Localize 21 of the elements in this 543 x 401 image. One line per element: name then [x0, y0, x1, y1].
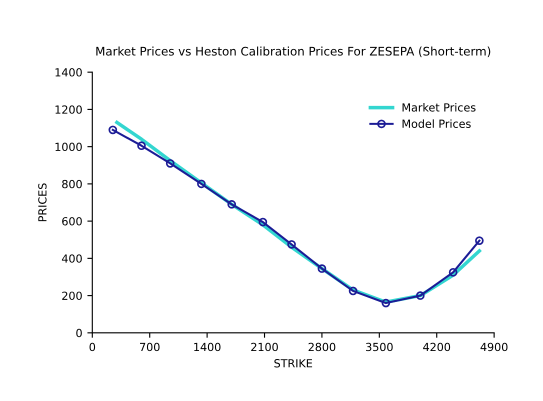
legend-label: Market Prices — [402, 103, 476, 112]
x-axis-title: STRIKE — [274, 359, 312, 368]
y-tick-label: 600 — [62, 217, 82, 226]
legend-label: Model Prices — [402, 119, 471, 128]
x-tick-label: 4200 — [423, 342, 450, 352]
x-tick-label: 3500 — [366, 342, 393, 352]
y-tick-label: 1000 — [56, 142, 82, 152]
chart-title: Market Prices vs Heston Calibration Prices For ZESEPA (Short-term) — [96, 46, 490, 58]
x-tick-label: 2800 — [308, 342, 336, 352]
x-tick-label: 1400 — [194, 342, 221, 352]
x-tick-label: 4900 — [480, 342, 508, 352]
y-tick-label: 1200 — [56, 105, 82, 114]
y-tick-label: 800 — [62, 180, 82, 188]
y-tick-label: 0 — [76, 328, 82, 338]
y-tick-label: 200 — [62, 292, 82, 300]
x-tick-label: 0 — [90, 342, 96, 352]
x-tick-label: 700 — [140, 342, 160, 352]
x-tick-label: 2100 — [251, 342, 278, 352]
y-tick-label: 1400 — [56, 68, 82, 77]
y-axis-title: PRICES — [38, 183, 47, 222]
y-tick-label: 400 — [62, 254, 82, 263]
